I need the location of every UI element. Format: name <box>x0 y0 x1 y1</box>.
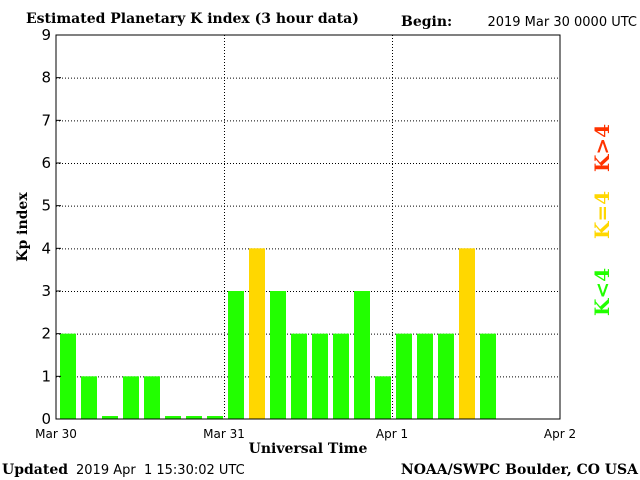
kp-bar <box>333 333 349 419</box>
y-axis-label: Kp index <box>15 192 31 262</box>
x-tick-label: Apr 1 <box>376 427 408 441</box>
kp-bar <box>438 333 454 419</box>
kp-bar <box>165 416 181 419</box>
kp-bar <box>354 291 370 419</box>
kp-bar <box>249 248 265 419</box>
plot-frame <box>55 34 561 420</box>
kp-bar <box>123 376 139 419</box>
bars <box>60 248 496 419</box>
kp-bar <box>144 376 160 419</box>
kp-bar <box>228 291 244 419</box>
chart-title: Estimated Planetary K index (3 hour data… <box>26 11 359 27</box>
x-tick-label: Mar 31 <box>203 427 245 441</box>
updated-value: 2019 Apr 1 15:30:02 UTC <box>76 463 245 478</box>
kp-bar <box>186 416 202 419</box>
kp-bar <box>396 333 412 419</box>
x-tick-label: Apr 2 <box>544 427 576 441</box>
kp-bar <box>81 376 97 419</box>
begin-value: 2019 Mar 30 0000 UTC <box>487 15 637 30</box>
y-tick-label: 0 <box>41 410 51 428</box>
y-tick-label: 2 <box>41 325 51 343</box>
grid-lines <box>56 35 560 419</box>
y-ticks: 0 1 2 3 4 5 6 7 8 9 <box>41 26 61 428</box>
updated-label: Updated <box>2 462 68 478</box>
kp-bar <box>480 333 496 419</box>
y-tick-label: 6 <box>41 154 51 172</box>
y-tick-label: 3 <box>41 282 51 300</box>
y-tick-label: 7 <box>41 111 51 129</box>
kp-bar <box>375 376 391 419</box>
x-tick-label: Mar 30 <box>35 427 77 441</box>
legend-low: K<4 <box>590 268 614 316</box>
legend-high: K>4 <box>590 124 614 172</box>
kp-bar <box>312 333 328 419</box>
kp-bar <box>207 416 223 419</box>
source-credit: NOAA/SWPC Boulder, CO USA <box>401 462 639 478</box>
y-tick-label: 5 <box>41 197 51 215</box>
begin-label: Begin: <box>401 14 452 30</box>
y-tick-label: 1 <box>41 367 51 385</box>
kp-bar <box>270 291 286 419</box>
kp-bar <box>102 416 118 419</box>
x-axis-label: Universal Time <box>249 441 368 457</box>
kp-bar <box>459 248 475 419</box>
kp-bar <box>291 333 307 419</box>
y-tick-label: 9 <box>41 26 51 44</box>
x-ticks: Mar 30 Mar 31 Apr 1 Apr 2 <box>35 427 576 441</box>
y-tick-label: 4 <box>41 239 51 257</box>
kp-bar <box>60 333 76 419</box>
y-tick-label: 8 <box>41 69 51 87</box>
kp-bar <box>417 333 433 419</box>
legend-equal: K=4 <box>590 191 614 239</box>
